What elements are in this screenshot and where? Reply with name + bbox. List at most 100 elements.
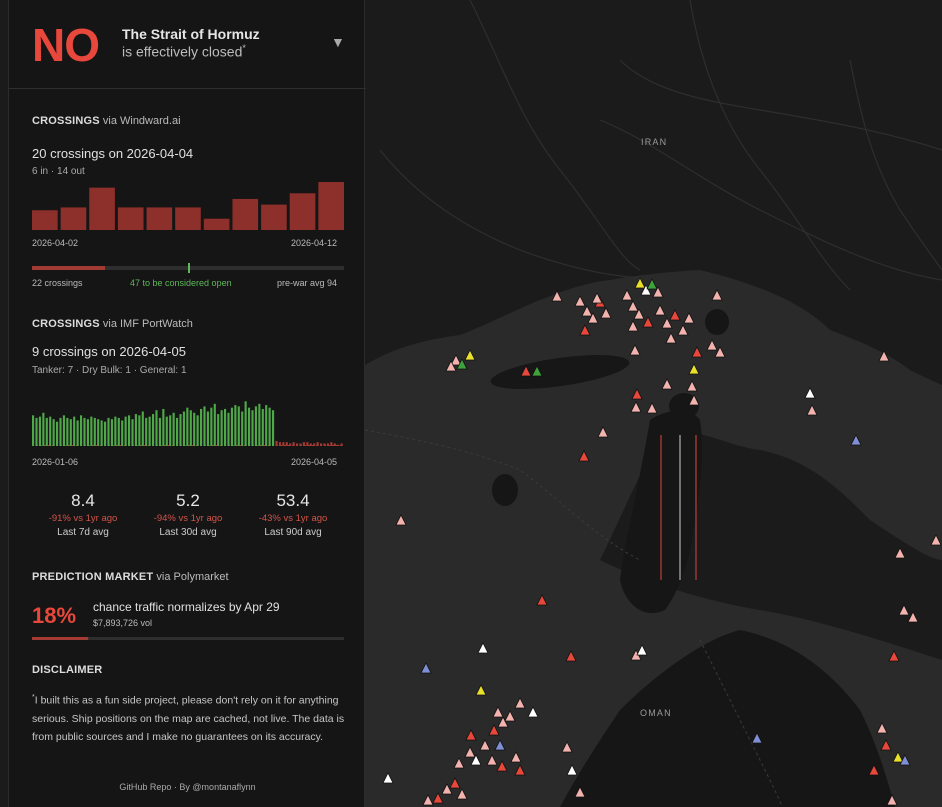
ship-marker[interactable] <box>551 290 563 302</box>
portwatch-bar[interactable] <box>227 412 230 446</box>
ship-marker[interactable] <box>597 426 609 438</box>
ship-marker[interactable] <box>514 697 526 709</box>
portwatch-bar[interactable] <box>179 414 182 446</box>
ship-marker[interactable] <box>627 300 639 312</box>
ship-marker[interactable] <box>688 394 700 406</box>
portwatch-bar[interactable] <box>285 442 288 446</box>
ship-marker[interactable] <box>531 365 543 377</box>
portwatch-bar[interactable] <box>326 443 329 446</box>
portwatch-bar[interactable] <box>145 417 148 446</box>
portwatch-bar[interactable] <box>289 443 292 446</box>
ship-marker[interactable] <box>449 777 461 789</box>
ship-marker[interactable] <box>661 378 673 390</box>
ship-marker[interactable] <box>382 772 394 784</box>
portwatch-bar[interactable] <box>107 417 110 446</box>
ship-marker[interactable] <box>669 309 681 321</box>
ship-marker[interactable] <box>751 732 763 744</box>
ship-marker[interactable] <box>634 277 646 289</box>
ship-marker[interactable] <box>886 794 898 806</box>
portwatch-bar[interactable] <box>206 411 209 447</box>
ship-marker[interactable] <box>640 284 652 296</box>
ship-marker[interactable] <box>646 402 658 414</box>
portwatch-bar[interactable] <box>152 414 155 446</box>
ship-marker[interactable] <box>456 358 468 370</box>
portwatch-bar[interactable] <box>296 443 299 446</box>
ship-marker[interactable] <box>880 739 892 751</box>
portwatch-bar[interactable] <box>56 421 59 446</box>
ship-marker[interactable] <box>450 354 462 366</box>
portwatch-bar[interactable] <box>306 442 309 446</box>
portwatch-bar[interactable] <box>38 416 41 446</box>
windward-bar[interactable] <box>60 207 87 230</box>
portwatch-bar[interactable] <box>278 442 281 446</box>
ship-marker[interactable] <box>683 312 695 324</box>
ship-marker[interactable] <box>579 324 591 336</box>
portwatch-bar[interactable] <box>93 417 96 446</box>
ship-marker[interactable] <box>629 344 641 356</box>
portwatch-bar[interactable] <box>258 403 261 446</box>
portwatch-bar[interactable] <box>251 410 254 446</box>
portwatch-bar[interactable] <box>196 415 199 446</box>
ship-marker[interactable] <box>464 746 476 758</box>
windward-bar[interactable] <box>203 218 230 230</box>
ship-marker[interactable] <box>441 783 453 795</box>
ship-marker[interactable] <box>894 547 906 559</box>
ship-marker[interactable] <box>514 764 526 776</box>
portwatch-bar[interactable] <box>299 443 302 446</box>
ship-marker[interactable] <box>432 792 444 804</box>
portwatch-bar[interactable] <box>200 408 203 446</box>
ship-marker[interactable] <box>574 786 586 798</box>
ship-marker[interactable] <box>646 278 658 290</box>
portwatch-bar[interactable] <box>244 401 247 446</box>
portwatch-bar[interactable] <box>138 415 141 446</box>
ship-marker[interactable] <box>475 684 487 696</box>
portwatch-bar[interactable] <box>248 407 251 446</box>
ship-marker[interactable] <box>581 305 593 317</box>
portwatch-bar[interactable] <box>213 403 216 446</box>
portwatch-bar[interactable] <box>302 442 305 446</box>
ship-marker[interactable] <box>876 722 888 734</box>
ship-marker[interactable] <box>445 360 457 372</box>
portwatch-bar[interactable] <box>282 442 285 446</box>
portwatch-bar[interactable] <box>309 443 312 446</box>
portwatch-bar[interactable] <box>134 414 137 446</box>
windward-bar[interactable] <box>232 198 259 230</box>
prediction-text[interactable]: chance traffic normalizes by Apr 29 <box>93 600 280 614</box>
ship-marker[interactable] <box>456 788 468 800</box>
ship-marker[interactable] <box>686 380 698 392</box>
portwatch-bar[interactable] <box>165 416 168 446</box>
portwatch-bar[interactable] <box>42 412 45 446</box>
ship-marker[interactable] <box>665 332 677 344</box>
ship-marker[interactable] <box>587 312 599 324</box>
portwatch-bar[interactable] <box>203 406 206 446</box>
ship-marker[interactable] <box>420 662 432 674</box>
ship-marker[interactable] <box>496 760 508 772</box>
ship-marker[interactable] <box>899 754 911 766</box>
ship-marker[interactable] <box>642 316 654 328</box>
portwatch-bar[interactable] <box>186 407 189 446</box>
ship-marker[interactable] <box>677 324 689 336</box>
ship-marker[interactable] <box>561 741 573 753</box>
ship-marker[interactable] <box>566 764 578 776</box>
portwatch-bar[interactable] <box>97 419 100 446</box>
ship-marker[interactable] <box>627 320 639 332</box>
ship-marker[interactable] <box>714 346 726 358</box>
portwatch-bar[interactable] <box>158 417 161 446</box>
portwatch-bar[interactable] <box>141 411 144 447</box>
ship-marker[interactable] <box>652 286 664 298</box>
portwatch-bar[interactable] <box>272 410 275 446</box>
windward-bar[interactable] <box>175 207 201 230</box>
ship-marker[interactable] <box>806 404 818 416</box>
portwatch-bar[interactable] <box>121 420 124 446</box>
portwatch-bar[interactable] <box>169 415 172 446</box>
ship-marker[interactable] <box>892 751 904 763</box>
portwatch-bar[interactable] <box>176 417 179 446</box>
portwatch-bar[interactable] <box>45 417 48 446</box>
portwatch-bar[interactable] <box>86 419 89 446</box>
portwatch-bar[interactable] <box>210 407 213 446</box>
portwatch-bar[interactable] <box>52 419 55 446</box>
ship-marker[interactable] <box>536 594 548 606</box>
portwatch-bar[interactable] <box>268 407 271 446</box>
ship-marker[interactable] <box>868 764 880 776</box>
portwatch-bar[interactable] <box>320 443 323 446</box>
